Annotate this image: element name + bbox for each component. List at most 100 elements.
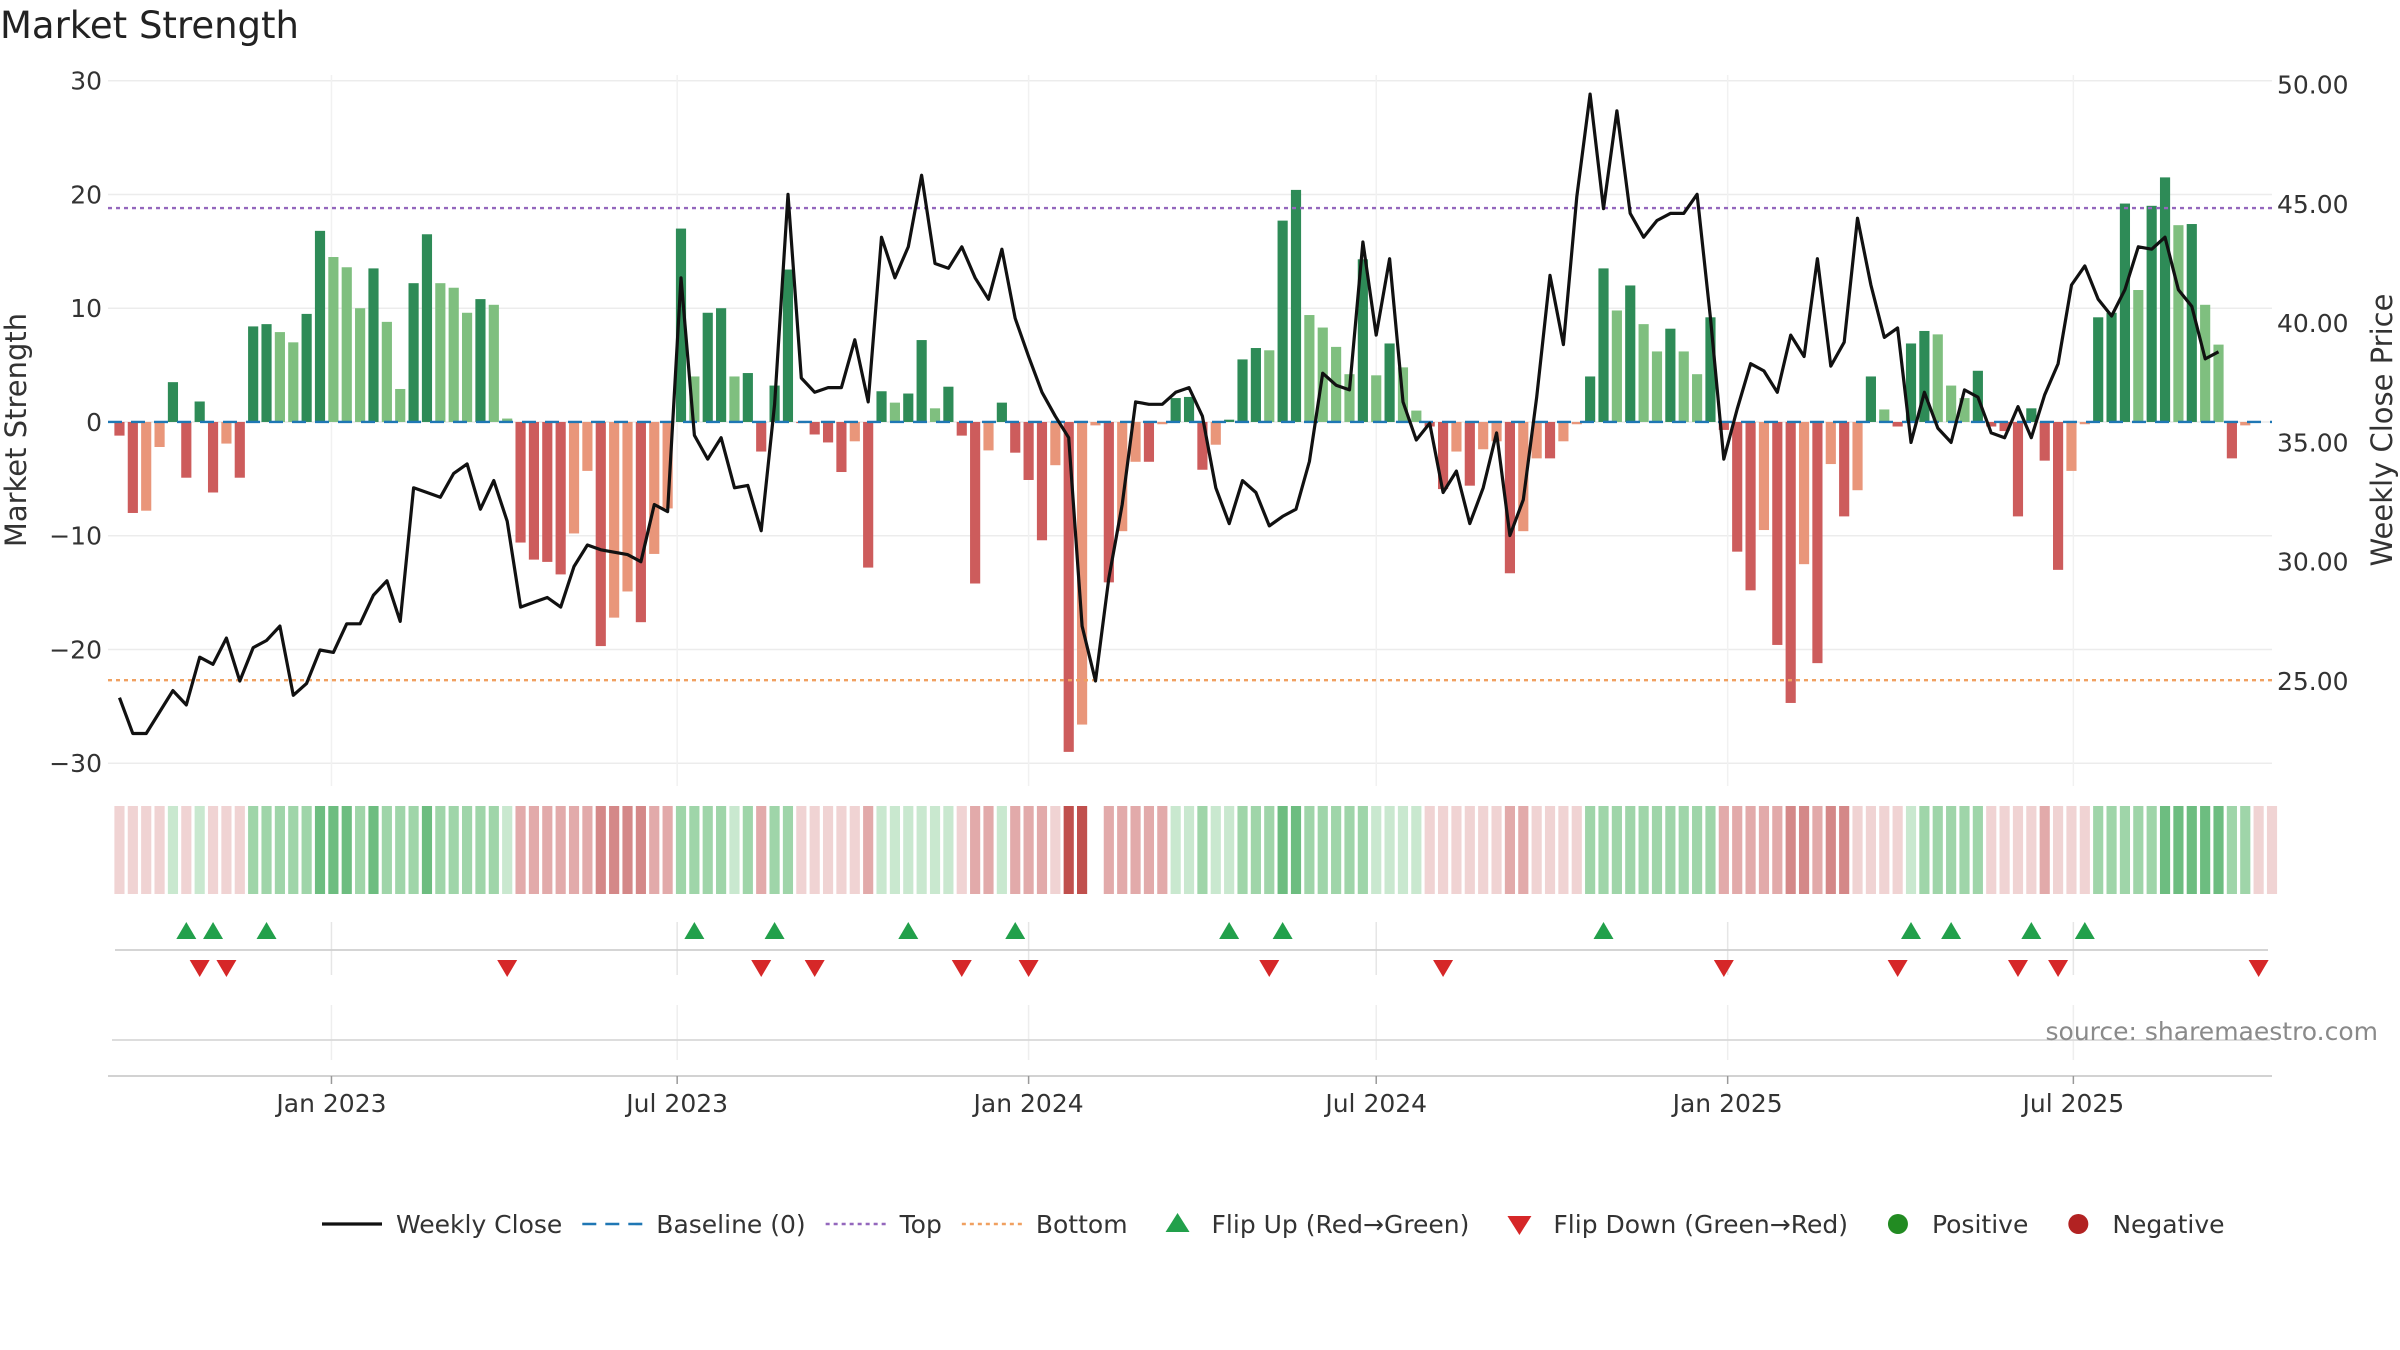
strip-cell — [1010, 806, 1021, 894]
strip-cell — [662, 806, 673, 894]
flip-up-marker — [1593, 922, 1614, 939]
strength-bar — [1571, 421, 1582, 425]
strip-cell — [1197, 806, 1208, 894]
strip-cell — [1946, 806, 1957, 894]
strip-cell — [154, 806, 165, 894]
strip-cell — [127, 806, 138, 894]
strength-bar — [2146, 205, 2157, 422]
strength-bar — [635, 421, 646, 623]
strip-cell — [2079, 806, 2090, 894]
strength-bar — [1758, 421, 1770, 531]
strength-bar — [1183, 396, 1195, 422]
strip-cell — [822, 806, 834, 894]
strip-cell — [1504, 806, 1516, 894]
strip-cell — [1317, 806, 1328, 894]
strength-bar — [1798, 421, 1810, 565]
strength-bar — [1825, 421, 1836, 465]
strength-bar — [2226, 421, 2237, 459]
strip-cell — [2093, 806, 2104, 894]
y2-tick-label: 45.00 — [2277, 190, 2349, 219]
strength-bar — [729, 376, 740, 422]
strength-bar — [435, 283, 446, 422]
legend-item: Bottom — [961, 1210, 1128, 1239]
strip-cell — [876, 806, 887, 894]
strength-bar — [1478, 421, 1489, 450]
legend-item: Positive — [1887, 1210, 2028, 1239]
strength-bar — [542, 421, 553, 562]
strength-bar — [127, 421, 138, 513]
strength-bar — [1852, 421, 1863, 491]
strip-cell — [2026, 806, 2037, 894]
flip-down-marker — [189, 960, 210, 977]
strip-cell — [2213, 806, 2224, 894]
strip-cell — [1143, 806, 1155, 894]
strip-cell — [502, 806, 513, 894]
strength-bar — [1932, 334, 1943, 422]
legend-label: Positive — [1932, 1210, 2028, 1239]
strength-bar — [943, 386, 954, 422]
flip-up-marker — [256, 922, 277, 939]
strip-cell — [782, 806, 794, 894]
strip-cell — [582, 806, 593, 894]
strength-bar — [1117, 421, 1128, 532]
strength-bar — [1865, 376, 1876, 422]
strip-cell — [1103, 806, 1114, 894]
strip-cell — [1812, 806, 1823, 894]
flip-panel — [115, 922, 2269, 977]
strength-bar — [889, 402, 900, 422]
strip-cell — [2240, 806, 2251, 894]
strip-cell — [1692, 806, 1703, 894]
strip-cell — [2133, 806, 2144, 894]
y2-tick-label: 25.00 — [2277, 667, 2349, 696]
strength-bar — [689, 376, 700, 422]
strip-cell — [141, 806, 152, 894]
strength-bar — [2066, 421, 2077, 471]
strength-bar — [876, 391, 887, 422]
strip-cell — [515, 806, 526, 894]
strength-bar — [1210, 421, 1221, 445]
strength-bar — [1411, 410, 1422, 422]
strip-cell — [248, 806, 259, 894]
strength-bar — [2186, 224, 2197, 422]
strength-bars — [114, 177, 2251, 752]
strip-cell — [2186, 806, 2197, 894]
strength-bar — [996, 402, 1007, 422]
strength-bar — [1638, 324, 1649, 422]
strength-bar — [1250, 348, 1261, 422]
strip-cell — [729, 806, 740, 894]
strength-bar — [1678, 351, 1689, 422]
strip-cell — [274, 806, 285, 894]
strength-strip — [114, 806, 2278, 894]
strength-bar — [2026, 408, 2037, 422]
strip-cell — [167, 806, 179, 894]
x-tick-label: Jan 2024 — [972, 1089, 1084, 1118]
flip-down-marker — [216, 960, 237, 977]
strength-bar — [1651, 351, 1663, 422]
strength-bar — [1264, 350, 1275, 422]
grid-lines — [108, 75, 2272, 1060]
strip-cell — [2159, 806, 2171, 894]
strength-bar — [1585, 376, 1596, 422]
strip-cell — [1705, 806, 1716, 894]
strip-cell — [809, 806, 820, 894]
strength-bar — [1892, 421, 1903, 427]
legend-swatch-circle — [2068, 1214, 2089, 1234]
strip-cell — [2106, 806, 2117, 894]
flip-down-marker — [1887, 960, 1908, 977]
legend-label: Baseline (0) — [656, 1210, 805, 1239]
strip-cell — [2173, 806, 2184, 894]
strength-bar — [2119, 203, 2131, 422]
strip-cell — [1585, 806, 1596, 894]
strip-cell — [355, 806, 366, 894]
strength-bar — [1772, 421, 1783, 645]
strength-bar — [221, 421, 232, 444]
strip-cell — [2200, 806, 2211, 894]
legend-item: Flip Down (Green→Red) — [1507, 1210, 1848, 1239]
strip-cell — [368, 806, 379, 894]
strip-cell — [1905, 806, 1917, 894]
flip-up-marker — [684, 922, 705, 939]
strip-cell — [1130, 806, 1141, 894]
strength-bar — [1010, 421, 1021, 453]
strength-bar — [274, 332, 285, 422]
strip-cell — [1825, 806, 1836, 894]
